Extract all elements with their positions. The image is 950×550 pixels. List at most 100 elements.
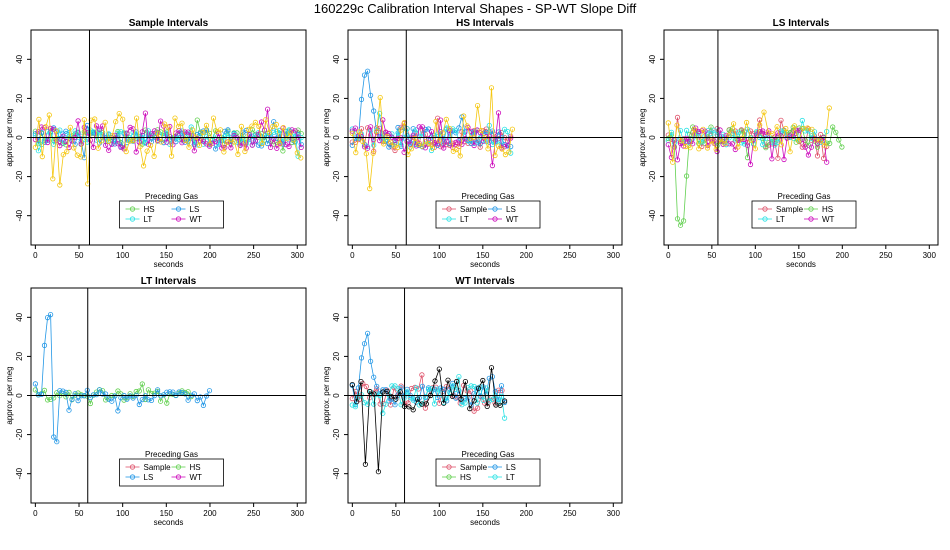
data-point: [358, 378, 364, 385]
y-tick-label: 40: [332, 54, 341, 63]
data-point: [441, 145, 447, 151]
data-point: [35, 129, 42, 135]
data-point: [674, 122, 680, 128]
data-point: [377, 95, 383, 101]
data-point: [436, 366, 442, 372]
data-point: [179, 389, 185, 395]
series-points-spikes: [32, 111, 304, 188]
data-point: [416, 124, 422, 130]
data-point: [354, 399, 360, 405]
data-point: [118, 144, 124, 150]
data-point: [234, 130, 240, 136]
x-axis-label: seconds: [470, 518, 500, 527]
data-point: [136, 401, 142, 408]
legend-swatch-point: [808, 206, 814, 212]
series-points-spikes: [349, 85, 516, 192]
legend-entry-sample: Sample: [144, 463, 172, 472]
data-point: [219, 145, 225, 151]
x-tick-label: 250: [563, 251, 577, 260]
data-point: [687, 145, 693, 151]
data-point: [422, 394, 428, 400]
data-point: [425, 126, 432, 132]
data-point: [677, 222, 684, 228]
data-point: [763, 135, 769, 141]
legend-swatch-point: [129, 206, 136, 212]
data-point: [271, 119, 277, 125]
data-point: [416, 133, 422, 139]
x-tick-label: 0: [33, 509, 38, 518]
x-axis-label: seconds: [154, 518, 184, 527]
legend-entry-wt: WT: [190, 473, 203, 482]
data-point: [395, 124, 401, 131]
legend-entry-wt: WT: [506, 215, 519, 224]
data-point: [477, 141, 483, 147]
legend-swatch-point: [446, 216, 452, 222]
data-point: [182, 137, 189, 144]
series-line-wt: [667, 127, 828, 165]
data-point: [228, 145, 234, 151]
data-point: [757, 117, 763, 123]
legend-entry-ls: LS: [190, 205, 200, 214]
data-point: [64, 149, 70, 155]
data-point: [384, 388, 390, 394]
data-point: [406, 404, 412, 410]
data-point: [162, 121, 168, 127]
data-point: [349, 381, 355, 388]
data-point: [410, 126, 416, 132]
data-point: [35, 392, 42, 398]
data-point: [454, 378, 460, 385]
y-tick-label: 0: [332, 393, 341, 398]
data-point: [471, 398, 477, 404]
data-point: [124, 130, 130, 136]
data-point: [57, 182, 63, 188]
data-point: [426, 140, 432, 147]
data-point: [207, 141, 213, 147]
series-points-ls: [32, 311, 213, 445]
data-point: [179, 120, 185, 126]
legend-entry-hs: HS: [460, 473, 471, 482]
data-point: [103, 397, 109, 403]
series-points-spikes: [665, 105, 832, 165]
chart-panel-2: HS Intervals 0 50 100 150 200 250 300 -40 -20 0 20 4…: [322, 18, 623, 269]
y-tick-label: 0: [15, 393, 24, 398]
data-point: [796, 138, 802, 144]
data-point: [410, 407, 416, 413]
data-point: [106, 147, 112, 153]
data-point: [778, 117, 784, 123]
data-point: [256, 123, 262, 130]
data-point: [38, 129, 45, 136]
data-point: [137, 144, 143, 150]
data-point: [127, 124, 133, 131]
data-point: [392, 383, 398, 389]
data-point: [674, 216, 681, 222]
data-point: [360, 138, 366, 145]
data-point: [436, 138, 442, 144]
data-point: [449, 393, 455, 399]
x-tick-label: 300: [607, 251, 621, 260]
y-axis-label: approx. per meg: [322, 366, 331, 424]
data-point: [486, 133, 492, 139]
data-point: [462, 378, 468, 385]
data-point: [189, 127, 196, 133]
data-point: [71, 145, 77, 151]
y-tick-label: 40: [648, 54, 657, 63]
data-point: [352, 125, 358, 131]
y-tick-label: 20: [648, 93, 657, 102]
data-point: [833, 129, 839, 135]
legend-entry-lt: LT: [776, 215, 785, 224]
data-point: [416, 142, 422, 149]
x-tick-label: 300: [923, 251, 937, 260]
legend-swatch-point: [129, 464, 136, 470]
data-point: [249, 123, 255, 129]
data-point: [497, 402, 503, 408]
data-point: [44, 139, 51, 146]
data-point: [367, 186, 373, 192]
data-point: [690, 141, 696, 147]
legend-swatch-point: [175, 464, 182, 470]
data-point: [486, 398, 492, 404]
data-point: [120, 116, 126, 122]
data-point: [210, 115, 217, 121]
data-point: [696, 146, 702, 152]
data-point: [508, 144, 514, 150]
data-point: [145, 397, 151, 403]
